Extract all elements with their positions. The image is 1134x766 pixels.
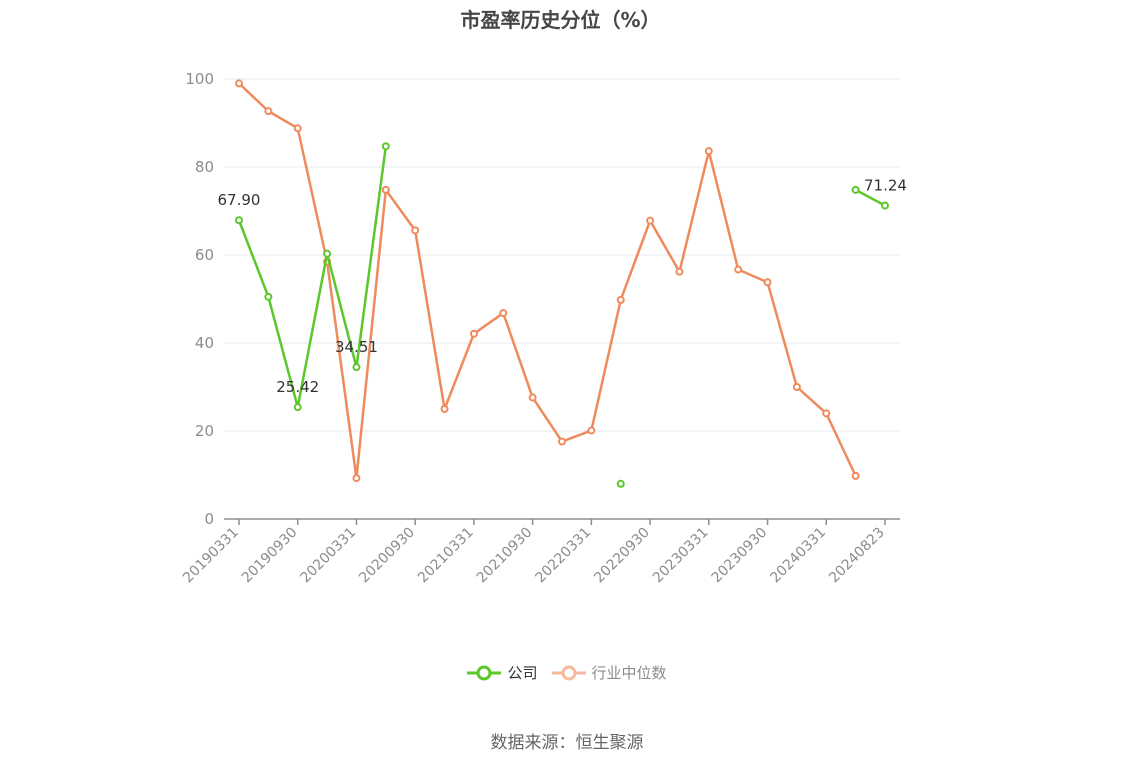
- x-tick-label: 20220331: [532, 525, 594, 587]
- data-point: [323, 249, 332, 258]
- legend-company-label: 公司: [507, 664, 538, 682]
- y-tick-label: 80: [195, 158, 214, 176]
- data-label: 34.51: [335, 338, 378, 356]
- x-tick-label: 20190331: [180, 525, 242, 587]
- data-point: [704, 147, 713, 156]
- y-tick-label: 0: [204, 510, 214, 528]
- data-label: 71.24: [864, 177, 907, 195]
- data-label: 67.90: [218, 191, 261, 209]
- data-point: [646, 216, 655, 225]
- x-tick-label: 20220930: [591, 525, 653, 587]
- data-point: [264, 292, 273, 301]
- data-point: [352, 474, 361, 483]
- data-point: [469, 329, 478, 338]
- x-tick-label: 20190930: [239, 525, 301, 587]
- y-tick-label: 100: [185, 70, 214, 88]
- data-point: [499, 309, 508, 318]
- data-point: [587, 426, 596, 435]
- data-point: [881, 201, 889, 210]
- legend-company-icon: [467, 665, 502, 680]
- label-layer: 67.90 25.42 34.51 71.24: [218, 177, 907, 397]
- x-tick-label: 20240331: [767, 525, 829, 587]
- data-point: [851, 471, 860, 480]
- legend-item-company[interactable]: 公司: [467, 662, 538, 683]
- y-tick-label: 20: [195, 422, 214, 440]
- data-point: [734, 265, 743, 274]
- data-point: [675, 267, 684, 276]
- data-point: [352, 363, 361, 372]
- data-point: [411, 226, 420, 235]
- y-tick-label: 40: [195, 334, 214, 352]
- legend-item-industry[interactable]: 行业中位数: [551, 662, 667, 683]
- y-tick-label: 60: [195, 246, 214, 264]
- data-point: [558, 437, 566, 446]
- data-point: [440, 405, 449, 413]
- chart-title: 市盈率历史分位（%）: [460, 8, 661, 32]
- x-tick-label: 20240823: [826, 525, 888, 587]
- data-point: [851, 185, 860, 194]
- x-tick-label: 20200331: [298, 525, 360, 587]
- data-point: [293, 124, 302, 133]
- data-point: [616, 295, 625, 304]
- series-line: [855, 188, 886, 207]
- x-tick-label: 20230331: [650, 525, 712, 587]
- series-line: [238, 82, 857, 480]
- data-point: [235, 79, 243, 88]
- legend-industry-label: 行业中位数: [591, 664, 667, 682]
- x-tick-label: 20200930: [356, 525, 418, 587]
- data-point: [763, 278, 772, 287]
- data-point: [381, 185, 390, 194]
- data-point: [528, 393, 537, 402]
- data-point: [235, 216, 243, 225]
- axis-layer: 0 20 40 60 80 100 2019033120190930202003312020…: [180, 70, 900, 586]
- data-point: [822, 409, 831, 418]
- legend: 公司 行业中位数: [0, 662, 1134, 683]
- x-tick-label: 20230930: [709, 525, 771, 587]
- x-tick-label: 20210331: [415, 525, 477, 587]
- data-point: [293, 403, 302, 412]
- data-source: 数据来源：恒生聚源: [490, 733, 644, 753]
- data-point: [616, 479, 625, 488]
- data-label: 25.42: [276, 378, 319, 396]
- data-point: [264, 107, 273, 116]
- series-line: [237, 146, 388, 409]
- data-point: [792, 383, 801, 391]
- series-industry: [235, 79, 860, 483]
- series-company: [235, 142, 889, 488]
- x-tick-label: 20210930: [474, 525, 536, 587]
- grid-layer: [224, 78, 900, 432]
- series-layer: [235, 79, 889, 488]
- legend-industry-icon: [551, 665, 586, 680]
- data-point: [381, 142, 390, 151]
